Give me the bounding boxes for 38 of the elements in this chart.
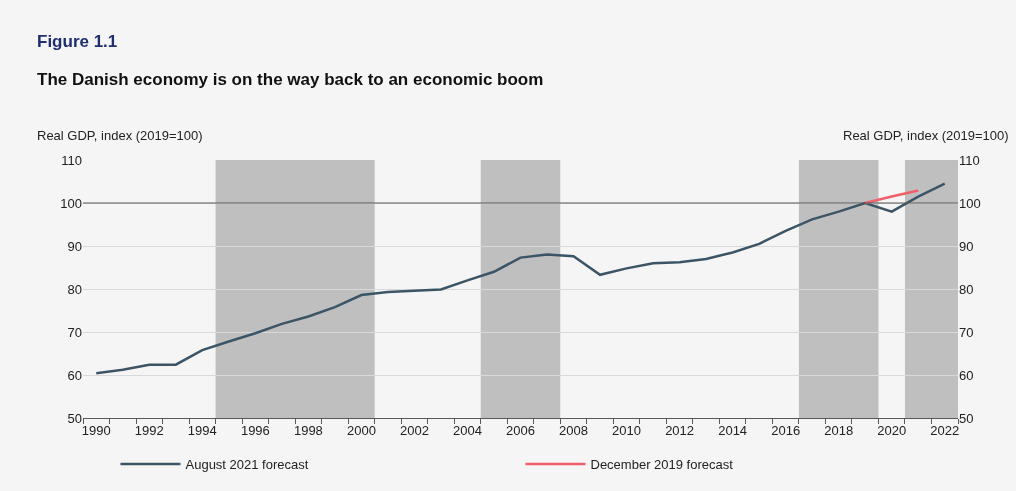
x-tick-label: 1994	[187, 422, 217, 438]
x-tick-label: 2002	[399, 422, 429, 438]
y-tick-label: 110	[61, 152, 82, 168]
y2-tick-label: 70	[959, 324, 974, 340]
y-axis-title: Real GDP, index (2019=100)	[37, 128, 203, 143]
x-tick-label: 2016	[771, 422, 801, 438]
chart-title: Figure 1.1	[37, 32, 118, 51]
legend-label: December 2019 forecast	[590, 456, 734, 472]
x-tick-label: 2014	[718, 422, 748, 438]
y2-tick-label: 80	[959, 281, 974, 297]
x-tick-label: 2022	[930, 422, 960, 438]
legend-label: August 2021 forecast	[185, 456, 309, 472]
x-tick-label: 2006	[506, 422, 535, 438]
y-tick-label: 50	[67, 410, 82, 426]
y2-tick-label: 110	[959, 152, 980, 168]
line-series	[95, 182, 946, 375]
y2-tick-label: 100	[959, 195, 981, 211]
x-tick-label: 2020	[877, 422, 907, 438]
y2-tick-label: 60	[959, 367, 974, 383]
y-tick-label: 70	[67, 324, 82, 340]
x-tick-label: 2008	[559, 422, 588, 438]
x-tick-label: 2004	[453, 422, 482, 438]
y-tick-label: 60	[67, 367, 82, 383]
x-tick-label: 2000	[346, 422, 376, 438]
x-tick-label: 2012	[665, 422, 695, 438]
y-tick-label: 80	[67, 281, 82, 297]
y-tick-label: 100	[60, 195, 82, 211]
x-tick-label: 1998	[293, 422, 323, 438]
chart-subtitle: The Danish economy is on the way back to an economic boom	[37, 70, 544, 89]
x-tick-label: 1996	[240, 422, 270, 438]
x-tick-label: 2018	[824, 422, 854, 438]
y-tick-label: 90	[67, 238, 82, 254]
x-tick-label: 1990	[81, 422, 111, 438]
y2-tick-label: 50	[959, 410, 974, 426]
y2-tick-label: 90	[959, 238, 974, 254]
x-tick-label: 2010	[612, 422, 642, 438]
y2-axis-title: Real GDP, index (2019=100)	[843, 128, 1009, 143]
x-tick-label: 1992	[134, 422, 164, 438]
